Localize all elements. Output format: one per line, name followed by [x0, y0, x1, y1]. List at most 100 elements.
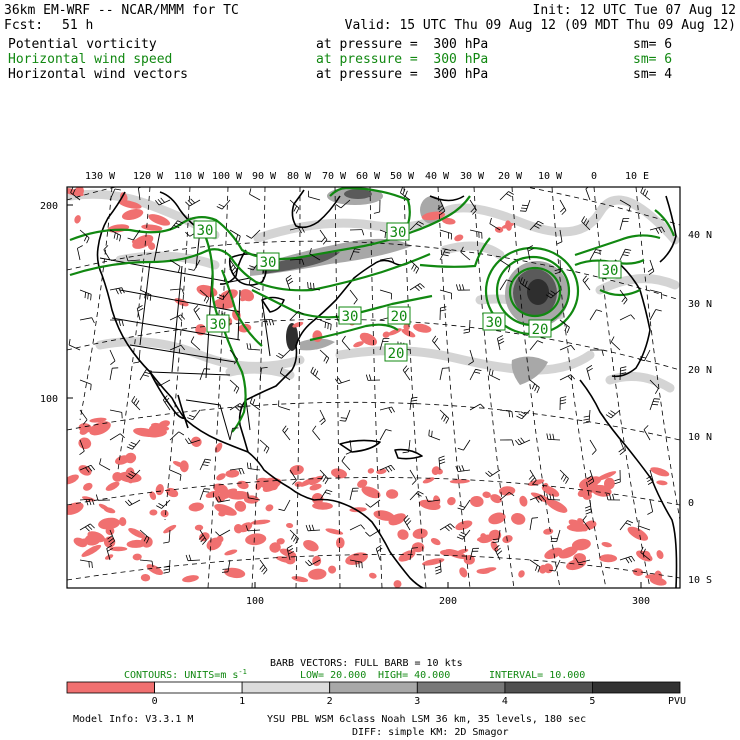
wind-barb-feather: [406, 520, 412, 526]
wind-barb-staff: [638, 525, 651, 531]
wind-barb-feather: [185, 201, 190, 207]
wind-barb-staff: [129, 499, 141, 506]
wind-barb-feather: [416, 493, 422, 497]
wind-barb-feather: [495, 547, 501, 553]
wind-barb-feather: [216, 206, 223, 210]
wind-barb-staff: [499, 191, 509, 201]
field-3-smoothing: sm= 4: [633, 67, 673, 82]
wind-barb-feather: [312, 425, 317, 431]
wind-barb-feather: [489, 217, 492, 224]
negative-pv-patch: [345, 552, 368, 565]
wind-barb-feather: [138, 187, 143, 189]
wind-barb-staff: [229, 379, 240, 389]
wind-barb-feather: [103, 245, 109, 250]
wind-barb-feather: [126, 446, 133, 450]
wind-barb-feather: [85, 499, 89, 506]
wind-barb-feather: [472, 209, 477, 215]
wind-barb-feather: [560, 402, 567, 405]
wind-barb-feather: [625, 248, 632, 251]
meridian-line: [117, 187, 151, 471]
wind-barb-staff: [649, 289, 662, 294]
wind-barb-feather: [87, 466, 93, 472]
wind-barb-feather: [185, 231, 191, 237]
wind-barb-feather: [431, 430, 433, 437]
wind-barb-feather: [643, 425, 649, 430]
wind-barb-feather: [506, 279, 513, 282]
contour-label: 20: [388, 346, 405, 362]
wind-barb-staff: [498, 529, 501, 542]
wind-barb-feather: [439, 458, 445, 462]
negative-pv-patch: [603, 477, 615, 490]
wind-barb-feather: [353, 251, 360, 253]
wind-barb-staff: [644, 349, 651, 361]
wind-barb-feather: [68, 338, 71, 346]
wind-barb-staff: [79, 229, 90, 239]
wind-barb-feather: [625, 557, 630, 564]
wind-barb-feather: [239, 403, 245, 408]
wind-barb-feather: [265, 447, 270, 454]
wind-barb-feather: [432, 335, 437, 341]
wind-barb-feather: [90, 294, 92, 301]
wind-barb-staff: [68, 344, 81, 351]
negative-pv-patch: [393, 580, 402, 588]
negative-pv-patch: [459, 567, 468, 578]
wind-barb-staff: [619, 439, 625, 452]
negative-pv-patch: [539, 564, 547, 574]
wind-barb-feather: [564, 325, 568, 332]
wind-barb-feather: [190, 336, 195, 343]
wind-barb-feather: [232, 269, 238, 275]
latitude-label: 30 N: [688, 299, 712, 310]
negative-pv-patch: [490, 541, 499, 552]
wind-barb-feather: [528, 474, 534, 480]
wind-barb-feather: [310, 366, 314, 373]
negative-pv-patch: [294, 481, 303, 487]
wind-barb-feather: [115, 319, 118, 327]
negative-pv-patch: [82, 496, 95, 502]
wind-barb-feather: [341, 455, 346, 462]
wind-barb-feather: [435, 568, 442, 572]
negative-pv-patch: [146, 564, 164, 576]
negative-pv-patch: [601, 542, 612, 548]
wind-barb-feather: [609, 493, 612, 501]
wind-barb-feather: [215, 531, 220, 537]
negative-pv-patch: [154, 426, 170, 432]
negative-pv-patch: [519, 495, 528, 507]
wind-barb-feather: [334, 378, 339, 385]
wind-barb-staff: [289, 258, 303, 261]
negative-pv-patch: [115, 455, 130, 465]
negative-pv-patch: [160, 509, 169, 518]
wind-barb-feather: [554, 268, 561, 272]
wind-barb-staff: [581, 221, 591, 231]
wind-barb-staff: [259, 368, 262, 381]
wind-barb-feather: [385, 467, 390, 473]
wind-barb-feather: [567, 375, 573, 381]
wind-barb-staff: [289, 311, 299, 321]
wind-barb-staff: [370, 499, 381, 508]
wind-barb-staff: [319, 229, 328, 241]
wind-barb-feather: [549, 433, 552, 440]
wind-barb-feather: [620, 372, 627, 375]
wind-barb-feather: [358, 561, 360, 568]
negative-pv-patch: [74, 187, 84, 197]
wind-barb-staff: [529, 379, 540, 388]
wind-barb-staff: [278, 406, 291, 411]
wind-barb-feather: [442, 254, 449, 257]
contour-label: 20: [391, 309, 408, 325]
negative-pv-patch: [243, 495, 259, 504]
wind-barb-staff: [169, 344, 182, 351]
parallel-line: [67, 187, 680, 226]
wind-barb-feather: [205, 458, 212, 461]
wind-barb-staff: [649, 226, 662, 231]
wind-barb-feather: [261, 367, 268, 369]
wind-barb-feather: [517, 438, 523, 444]
wind-barb-feather: [418, 221, 424, 225]
wind-barb-feather: [402, 451, 409, 454]
wind-barb-feather: [233, 358, 239, 365]
longitude-label: 130 W: [85, 171, 116, 182]
wind-barb-feather: [325, 357, 330, 364]
negative-pv-patch: [223, 567, 246, 579]
negative-pv-patch: [276, 556, 294, 564]
wind-barb-feather: [203, 491, 210, 493]
longitude-label: 30 W: [460, 171, 485, 182]
wind-barb-staff: [559, 374, 571, 381]
